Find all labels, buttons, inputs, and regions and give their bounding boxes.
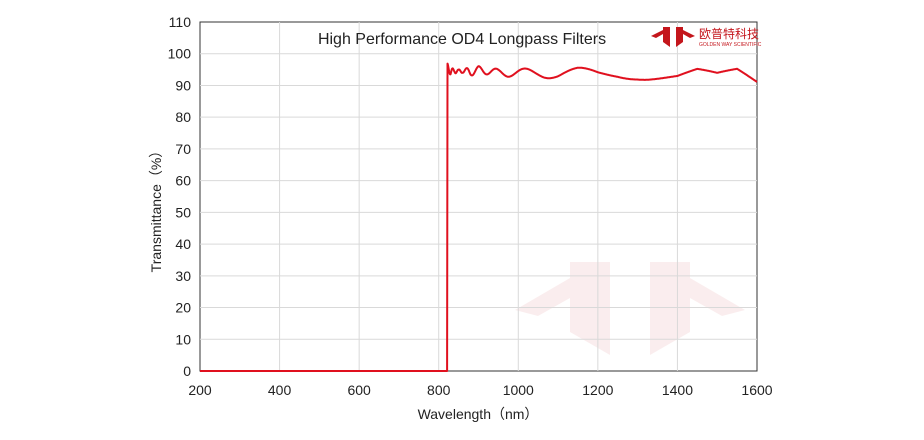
transmittance-series-line: [200, 62, 758, 372]
x-tick-label: 1200: [582, 382, 613, 398]
brand-logo: 欧普特科技 GOLDEN WAY SCIENTIFIC: [651, 26, 762, 48]
y-tick-label: 40: [175, 236, 191, 252]
y-tick-label: 80: [175, 109, 191, 125]
x-tick-label: 1400: [662, 382, 693, 398]
x-tick-label: 400: [268, 382, 292, 398]
y-tick-label: 70: [175, 141, 191, 157]
logo-name-en: GOLDEN WAY SCIENTIFIC: [699, 42, 762, 48]
y-axis-ticks: 0 10 20 30 40 50 60 70 80 90 100 110: [168, 14, 192, 379]
x-tick-label: 600: [347, 382, 371, 398]
x-tick-label: 200: [188, 382, 212, 398]
grid-lines: [200, 22, 757, 371]
y-tick-label: 0: [183, 363, 191, 379]
y-tick-label: 30: [175, 268, 191, 284]
y-tick-label: 10: [175, 331, 191, 347]
y-tick-label: 110: [169, 14, 192, 30]
watermark-logo-icon: [515, 262, 745, 355]
plot-area: [199, 21, 758, 372]
logo-name-cn: 欧普特科技: [699, 26, 759, 41]
y-tick-label: 50: [175, 204, 191, 220]
y-tick-label: 60: [175, 173, 191, 189]
x-axis-ticks: 200 400 600 800 1000 1200 1400 1600: [188, 382, 772, 398]
y-tick-label: 100: [168, 46, 192, 62]
y-axis-label: Transmittance（%）: [148, 144, 164, 273]
logo-mark-icon: [651, 27, 695, 47]
y-tick-label: 20: [175, 300, 191, 316]
y-tick-label: 90: [175, 77, 191, 93]
chart-title: High Performance OD4 Longpass Filters: [318, 31, 606, 48]
x-tick-label: 1600: [741, 382, 772, 398]
x-axis-label: Wavelength（nm）: [418, 406, 539, 422]
x-tick-label: 800: [427, 382, 451, 398]
x-tick-label: 1000: [503, 382, 534, 398]
